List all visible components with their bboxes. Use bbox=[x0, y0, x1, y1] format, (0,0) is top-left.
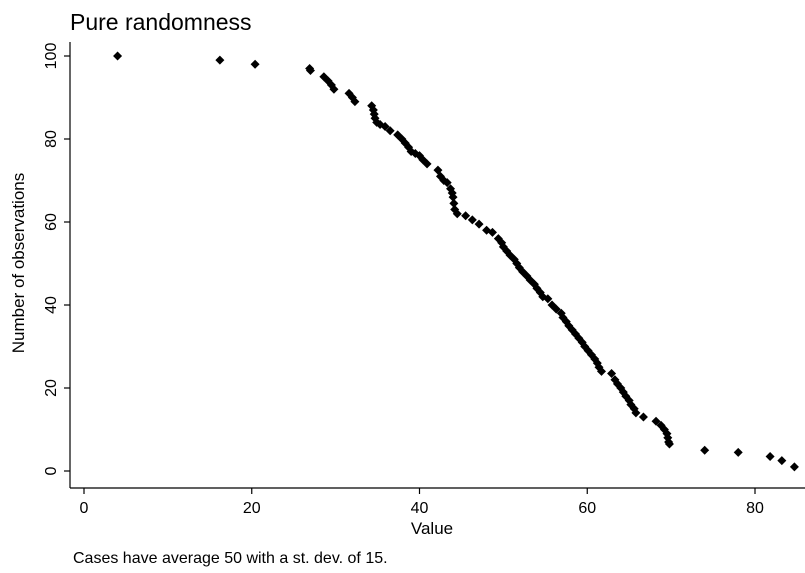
data-point bbox=[250, 59, 260, 69]
x-axis-ticks: 0 20 40 60 80 bbox=[80, 488, 764, 517]
x-tick-label: 40 bbox=[411, 500, 429, 517]
y-tick-label: 40 bbox=[43, 296, 60, 314]
x-axis-label: Value bbox=[411, 519, 453, 538]
data-point bbox=[305, 66, 315, 76]
data-point bbox=[380, 122, 390, 132]
data-point bbox=[385, 126, 395, 136]
y-axis-ticks: 0 20 40 60 80 100 bbox=[43, 43, 70, 475]
data-point bbox=[113, 51, 123, 61]
data-point bbox=[215, 55, 225, 65]
data-point bbox=[461, 211, 471, 221]
data-point bbox=[375, 119, 385, 129]
data-point bbox=[467, 215, 477, 225]
y-tick-label: 60 bbox=[43, 213, 60, 231]
chart-title: Pure randomness bbox=[70, 9, 252, 35]
data-point bbox=[551, 304, 561, 314]
data-point bbox=[651, 416, 661, 426]
data-point bbox=[631, 408, 641, 418]
data-point bbox=[474, 219, 484, 229]
data-point bbox=[765, 451, 775, 461]
data-point bbox=[442, 178, 452, 188]
data-point bbox=[664, 439, 674, 449]
y-tick-label: 80 bbox=[43, 130, 60, 148]
data-point bbox=[733, 447, 743, 457]
data-point bbox=[350, 97, 360, 107]
data-point bbox=[448, 192, 458, 202]
data-point bbox=[449, 198, 459, 208]
data-point bbox=[789, 462, 799, 472]
y-tick-label: 100 bbox=[43, 43, 60, 70]
y-tick-label: 20 bbox=[43, 379, 60, 397]
x-tick-label: 80 bbox=[746, 500, 764, 517]
data-point bbox=[329, 84, 339, 94]
data-point bbox=[543, 294, 553, 304]
data-point bbox=[505, 250, 515, 260]
x-tick-label: 60 bbox=[578, 500, 596, 517]
data-point bbox=[597, 366, 607, 376]
data-point bbox=[452, 209, 462, 219]
data-points bbox=[113, 51, 799, 472]
data-point bbox=[422, 159, 432, 169]
x-tick-label: 20 bbox=[243, 500, 261, 517]
x-tick-label: 0 bbox=[80, 500, 89, 517]
data-point bbox=[607, 368, 617, 378]
data-point bbox=[638, 412, 648, 422]
y-tick-label: 0 bbox=[43, 466, 60, 475]
data-point bbox=[487, 227, 497, 237]
y-axis-label: Number of observations bbox=[9, 173, 28, 353]
data-point bbox=[700, 445, 710, 455]
data-point bbox=[777, 456, 787, 466]
chart-note: Cases have average 50 with a st. dev. of… bbox=[73, 550, 388, 567]
